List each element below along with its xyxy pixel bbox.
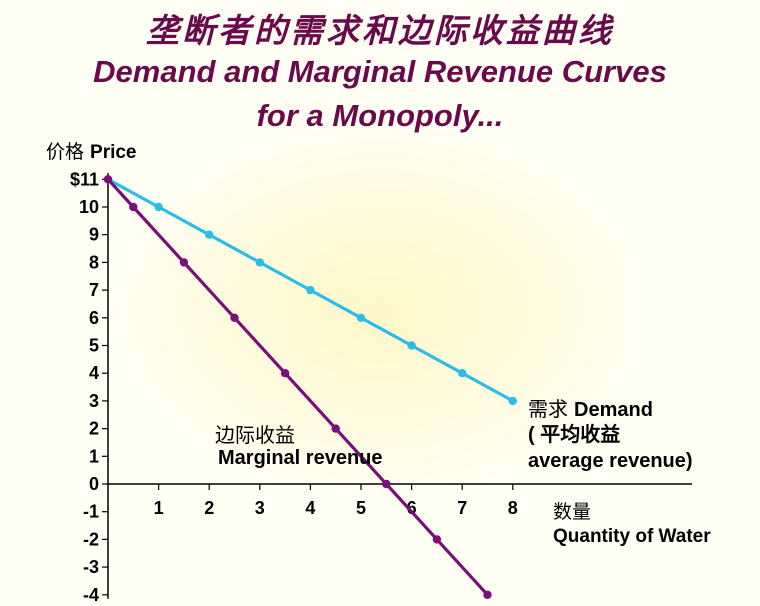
marginal-revenue-point (382, 479, 391, 489)
y-tick-label: 3 (89, 391, 99, 411)
x-tick-label: 4 (305, 498, 315, 518)
y-tick-label: 2 (89, 419, 99, 439)
x-tick-label: 7 (457, 498, 467, 518)
axes (107, 173, 692, 599)
chart-title-english-line1: Demand and Marginal Revenue Curves (93, 54, 667, 89)
marginal-revenue-point (103, 175, 113, 184)
y-tick-label: 0 (89, 474, 99, 494)
y-tick-label: $11 (70, 169, 99, 189)
y-tick-label: 6 (89, 308, 99, 328)
marginal-revenue-point (483, 590, 492, 599)
y-tick-label: 8 (89, 252, 99, 272)
demand-label-line2: ( 平均收益 (528, 422, 620, 446)
x-tick-label: 5 (356, 498, 366, 518)
demand-point (255, 258, 264, 267)
demand-point (154, 202, 163, 212)
y-axis-label: 价格 Price (46, 141, 137, 163)
y-tick-label: 5 (89, 336, 99, 356)
y-tick-label: -4 (83, 585, 99, 605)
demand-point (458, 369, 467, 378)
x-axis-label-cn: 数量 (553, 501, 591, 523)
demand-label: 需求 Demand (528, 397, 653, 421)
demand-label-line3: average revenue) (528, 450, 693, 472)
series-layer (103, 175, 517, 599)
chart-title-english-line2: for a Monopoly... (256, 98, 504, 133)
marginal-revenue-curve (106, 177, 490, 597)
y-axis-label-cn: 价格 (46, 141, 84, 163)
background-glow (120, 130, 640, 490)
chart-title-chinese: 垄断者的需求和边际收益曲线 (146, 11, 614, 50)
demand-point (508, 396, 517, 406)
y-tick-label: -2 (83, 529, 99, 549)
marginal-revenue-point (331, 424, 340, 433)
mr-label-cn: 边际收益 (215, 423, 295, 447)
marginal-revenue-point (432, 535, 442, 544)
y-tick-label: 4 (89, 363, 99, 383)
x-axis-label: Quantity of Water (553, 526, 711, 547)
marginal-revenue-point (129, 202, 138, 212)
mr-label: Marginal revenue (218, 447, 383, 469)
marginal-revenue-point (230, 313, 239, 322)
demand-label-en: Demand (574, 399, 653, 421)
x-tick-label: 2 (204, 498, 214, 518)
y-tick-label: 1 (89, 446, 99, 466)
demand-point (306, 285, 315, 295)
demand-label-cn: 需求 (528, 397, 568, 421)
x-tick-label: 1 (154, 498, 164, 518)
demand-point (407, 341, 416, 350)
x-tick-label: 6 (407, 498, 417, 518)
x-tick-label: 8 (508, 498, 518, 518)
y-tick-label: 10 (79, 197, 99, 217)
y-tick-label: -3 (83, 557, 99, 577)
marginal-revenue-point (280, 369, 290, 378)
demand-point (205, 230, 214, 239)
y-tick-label: -1 (83, 502, 99, 522)
x-tick-label: 3 (255, 498, 265, 518)
y-tick-label: 7 (89, 280, 99, 300)
y-axis-label-en: Price (90, 142, 136, 163)
marginal-revenue-point (179, 258, 189, 267)
demand-point (356, 313, 366, 322)
y-tick-label: 9 (89, 225, 99, 245)
